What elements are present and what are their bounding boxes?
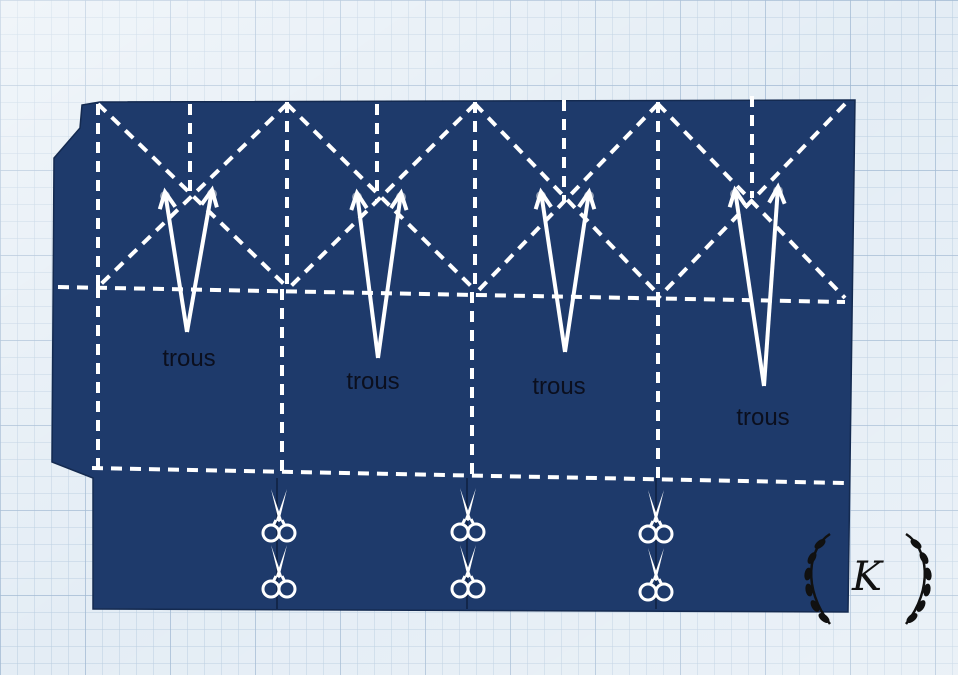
fold-line-diagonal (96, 102, 289, 289)
arrow-head (727, 185, 747, 208)
arrow-head (533, 187, 553, 210)
fold-line-diagonal (473, 102, 660, 296)
paper-template (51, 99, 856, 613)
arrow-shaft (563, 191, 591, 353)
arrow-head (389, 188, 409, 211)
fold-lines (57, 96, 847, 485)
hole-label: trous (736, 404, 789, 431)
hole-label: trous (162, 345, 215, 372)
fold-line-diagonal (473, 102, 660, 296)
arrow-head (577, 187, 597, 210)
arrow-shaft (355, 192, 380, 359)
laurel-logo: K (804, 532, 932, 625)
arrow-shaft (376, 192, 403, 359)
hole-label: trous (346, 368, 399, 395)
arrow-head (199, 185, 219, 208)
hole-markers: trous trous trous trous (157, 182, 790, 431)
arrow-head (157, 187, 177, 210)
arrow-shaft (733, 189, 766, 387)
fold-line-horizontal-top (57, 285, 846, 304)
fold-line-diagonal (285, 102, 477, 292)
logo-letter: K (851, 554, 884, 600)
arrow-head (767, 182, 787, 205)
hole-label: trous (532, 373, 585, 400)
fold-line-horizontal-bottom (91, 466, 846, 485)
arrow-shaft (163, 191, 189, 333)
fold-line-diagonal (96, 102, 289, 289)
arrow-head (349, 188, 369, 211)
laurel-wreath-icon (804, 532, 932, 625)
arrow-shaft (185, 189, 214, 333)
arrow-shaft (762, 186, 780, 387)
fold-line-diagonal (285, 102, 477, 292)
fold-line-diagonal (656, 102, 847, 300)
arrow-shaft (539, 191, 567, 353)
